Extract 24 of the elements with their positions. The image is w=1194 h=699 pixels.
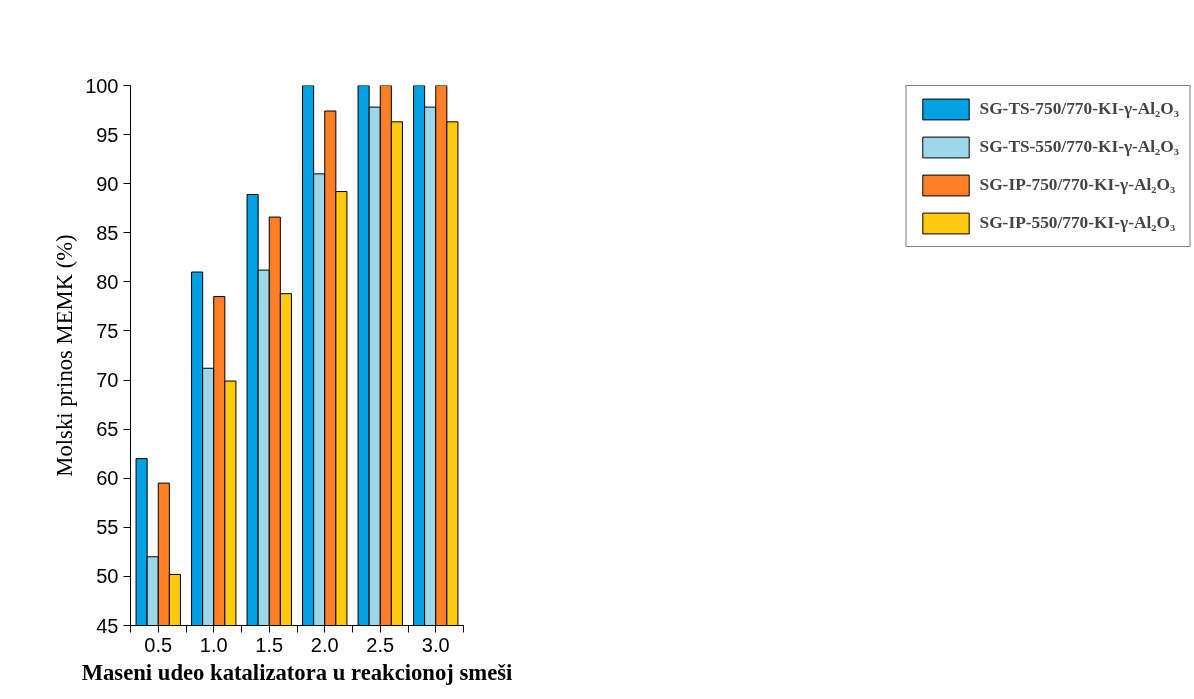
legend-label: SG-TS-750/770-KI-γ-Al₂O₃	[979, 99, 1179, 119]
y-tick-label: 55	[96, 516, 119, 539]
y-tick-label: 60	[96, 467, 119, 490]
y-tick-label: 70	[96, 369, 119, 392]
y-tick-label: 65	[96, 418, 119, 441]
y-tick-label: 90	[96, 172, 119, 195]
y-tick-label: 80	[96, 270, 119, 293]
y-tick-label: 45	[96, 614, 119, 637]
legend-label: SG-IP-550/770-KI-γ-Al₂O₃	[979, 213, 1176, 233]
x-tick-label: 2.5	[366, 633, 395, 656]
x-tick-label: 0.5	[144, 633, 173, 656]
x-axis-title: Maseni udeo katalizatora u reakcionoj smeši	[81, 659, 513, 685]
y-tick-label: 75	[96, 319, 119, 342]
x-tick-label: 2.0	[310, 633, 339, 656]
y-tick-label: 100	[85, 74, 119, 97]
y-tick-label: 95	[96, 123, 119, 146]
x-tick-label: 1.5	[255, 633, 284, 656]
x-tick-label: 1.0	[199, 633, 228, 656]
x-tick-label: 3.0	[421, 633, 450, 656]
y-tick-label: 50	[96, 565, 119, 588]
legend-label: SG-IP-750/770-KI-γ-Al₂O₃	[979, 175, 1176, 195]
y-axis-title: Molski prinos MEMK (%)	[52, 234, 78, 477]
legend-label: SG-TS-550/770-KI-γ-Al₂O₃	[979, 137, 1179, 157]
y-tick-label: 85	[96, 221, 119, 244]
